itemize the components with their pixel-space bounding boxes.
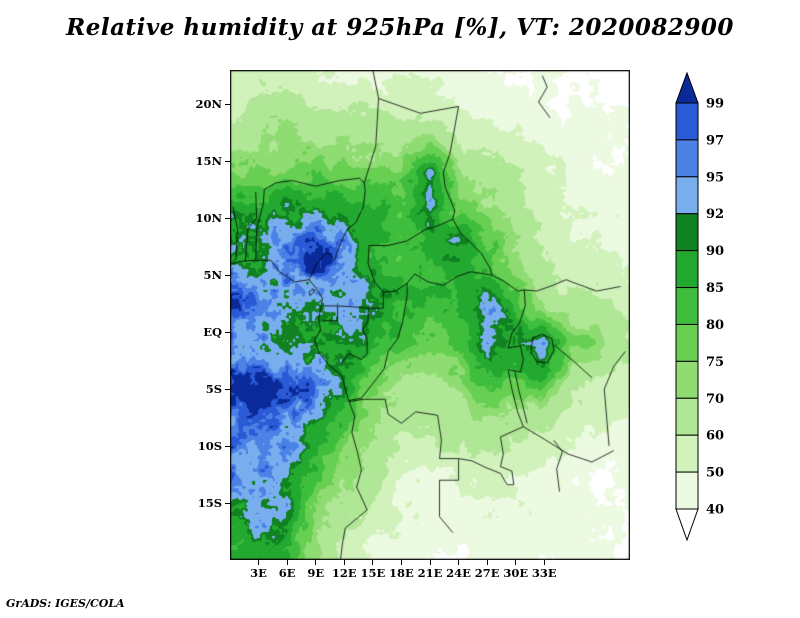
- colorbar-arrow-bottom: [675, 508, 699, 542]
- x-tick-label: 21E: [417, 566, 443, 580]
- colorbar-segment: [675, 250, 699, 289]
- x-tick-label: 30E: [503, 566, 529, 580]
- x-tick-label: 12E: [331, 566, 357, 580]
- colorbar-segment: [675, 471, 699, 510]
- x-tick: [458, 560, 460, 565]
- colorbar-label: 80: [706, 318, 724, 333]
- colorbar-label: 99: [706, 97, 724, 112]
- y-tick-label: 10N: [195, 211, 222, 226]
- x-tick-label: 6E: [278, 566, 296, 580]
- y-tick-label: 20N: [195, 97, 222, 112]
- x-tick: [286, 560, 288, 565]
- x-tick-label: 33E: [531, 566, 557, 580]
- x-tick-label: 3E: [250, 566, 267, 580]
- colorbar-label: 60: [706, 429, 724, 444]
- colorbar-segment: [675, 360, 699, 399]
- x-tick: [543, 560, 545, 565]
- y-tick: [225, 502, 230, 504]
- y-tick: [225, 217, 230, 219]
- x-tick: [429, 560, 431, 565]
- colorbar-label: 92: [706, 207, 724, 222]
- colorbar-segment: [675, 434, 699, 473]
- y-tick: [225, 160, 230, 162]
- colorbar-label: 95: [706, 170, 724, 185]
- y-tick: [225, 331, 230, 333]
- colorbar-label: 90: [706, 244, 724, 259]
- y-tick-label: 5S: [205, 382, 222, 397]
- y-tick-label: 10S: [197, 439, 222, 454]
- colorbar-segment: [675, 213, 699, 252]
- x-tick: [486, 560, 488, 565]
- x-tick: [515, 560, 517, 565]
- y-tick-label: 15N: [195, 154, 222, 169]
- colorbar-label: 75: [706, 355, 724, 370]
- y-tick: [225, 103, 230, 105]
- y-tick: [225, 274, 230, 276]
- colorbar-segment: [675, 176, 699, 215]
- colorbar-segment: [675, 287, 699, 325]
- colorbar-segment: [675, 102, 699, 141]
- x-tick: [315, 560, 317, 565]
- x-tick: [372, 560, 374, 565]
- chart-title: Relative humidity at 925hPa [%], VT: 202…: [66, 14, 734, 41]
- x-tick: [258, 560, 260, 565]
- y-tick: [225, 445, 230, 447]
- x-tick-label: 9E: [307, 566, 325, 580]
- colorbar-label: 97: [706, 133, 724, 148]
- colorbar-segment: [675, 323, 699, 362]
- y-tick-label: 15S: [197, 496, 222, 511]
- colorbar-label: 70: [706, 392, 724, 407]
- x-tick-label: 24E: [446, 566, 471, 580]
- colorbar: 99 97 95 92 90 85 80 75 70 60 50 40: [675, 71, 724, 542]
- colorbar-segment: [675, 139, 699, 178]
- colorbar-segment: [675, 397, 699, 436]
- x-tick: [343, 560, 345, 565]
- humidity-map-canvas: [230, 70, 630, 560]
- y-tick: [225, 388, 230, 390]
- grads-credit: GrADS: IGES/COLA: [6, 597, 125, 610]
- x-tick-label: 27E: [474, 566, 500, 580]
- x-tick: [400, 560, 402, 565]
- x-tick-label: 15E: [360, 566, 386, 580]
- y-tick-label: EQ: [203, 325, 222, 340]
- colorbar-label: 50: [706, 466, 724, 481]
- colorbar-label: 85: [706, 281, 724, 296]
- y-tick-label: 5N: [203, 268, 222, 283]
- x-tick-label: 18E: [389, 566, 414, 580]
- colorbar-arrow-top: [675, 71, 699, 104]
- colorbar-label: 40: [706, 503, 724, 518]
